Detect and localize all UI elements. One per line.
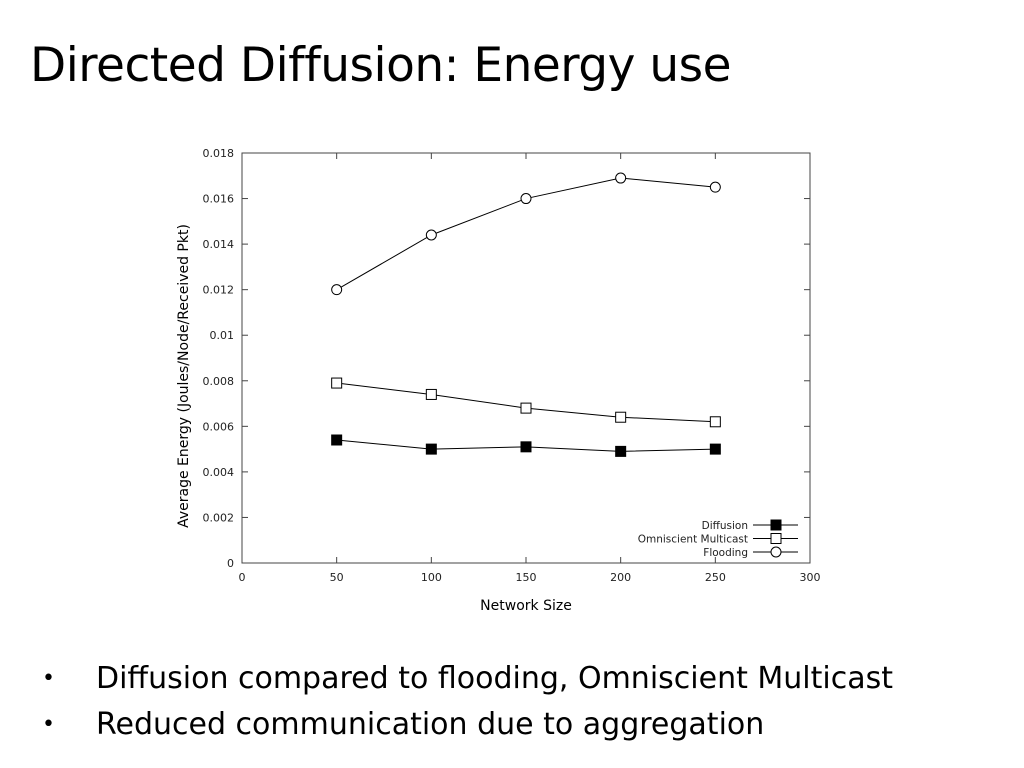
flooding-point [615, 172, 627, 184]
legend-label-omniscient-multicast: Omniscient Multicast [638, 534, 748, 546]
x-tick-label: 250 [705, 571, 726, 584]
diffusion-point [520, 441, 532, 453]
flooding-point [520, 193, 532, 205]
bullet-text: Diffusion compared to flooding, Omniscie… [96, 661, 893, 696]
omniscient-multicast-line [336, 382, 716, 423]
x-tick-label: 200 [610, 571, 631, 584]
y-tick-label: 0.002 [203, 511, 235, 524]
flooding-point [425, 229, 437, 241]
x-tick-label: 150 [516, 571, 537, 584]
legend-marker-flooding [770, 546, 782, 558]
diffusion-point [709, 443, 721, 455]
x-tick-label: 100 [421, 571, 442, 584]
omniscient-multicast-point [425, 388, 437, 400]
diffusion-point [331, 434, 343, 446]
y-axis-label: Average Energy (Joules/Node/Received Pkt… [176, 224, 192, 528]
omniscient-multicast-point [615, 411, 627, 423]
y-tick-label: 0.018 [203, 147, 235, 160]
y-tick-label: 0.014 [203, 238, 235, 251]
x-tick-label: 300 [800, 571, 821, 584]
energy-chart: 0 0.002 0.004 0.006 0.008 0.01 0.012 0.014 0.016… [150, 138, 850, 628]
y-tick-label: 0 [227, 557, 234, 570]
bullet-item: • Reduced communication due to aggregati… [40, 702, 893, 748]
x-axis-label: Network Size [480, 598, 572, 614]
legend-marker-omniscient-multicast [770, 533, 782, 544]
y-tick-label: 0.016 [203, 193, 235, 206]
x-tick-label: 0 [239, 571, 246, 584]
bullet-item: • Diffusion compared to flooding, Omnisc… [40, 656, 893, 702]
bullet-dot: • [42, 712, 55, 737]
diffusion-point [615, 445, 627, 457]
chart-svg: 0 0.002 0.004 0.006 0.008 0.01 0.012 0.014 0.016… [176, 147, 821, 614]
slide-title: Directed Diffusion: Energy use [30, 38, 732, 93]
legend-label-diffusion: Diffusion [702, 520, 748, 532]
bullet-dot: • [42, 666, 55, 691]
omniscient-multicast-point [709, 416, 721, 428]
omniscient-multicast-point [331, 377, 343, 389]
y-tick-label: 0.01 [210, 329, 235, 342]
y-tick-label: 0.012 [203, 284, 235, 297]
bullet-text: Reduced communication due to aggregation [96, 707, 765, 742]
plot-frame [241, 152, 811, 564]
y-tick-label: 0.004 [203, 466, 235, 479]
y-tick-label: 0.008 [203, 375, 235, 388]
bullet-list: • Diffusion compared to flooding, Omnisc… [40, 656, 893, 748]
flooding-point [331, 284, 343, 296]
omniscient-multicast-point [520, 402, 532, 414]
x-tick-label: 50 [330, 571, 344, 584]
diffusion-point [425, 443, 437, 455]
flooding-point [709, 181, 721, 193]
y-tick-label: 0.006 [203, 420, 235, 433]
legend-label-flooding: Flooding [703, 547, 748, 559]
legend-marker-diffusion [770, 519, 782, 531]
